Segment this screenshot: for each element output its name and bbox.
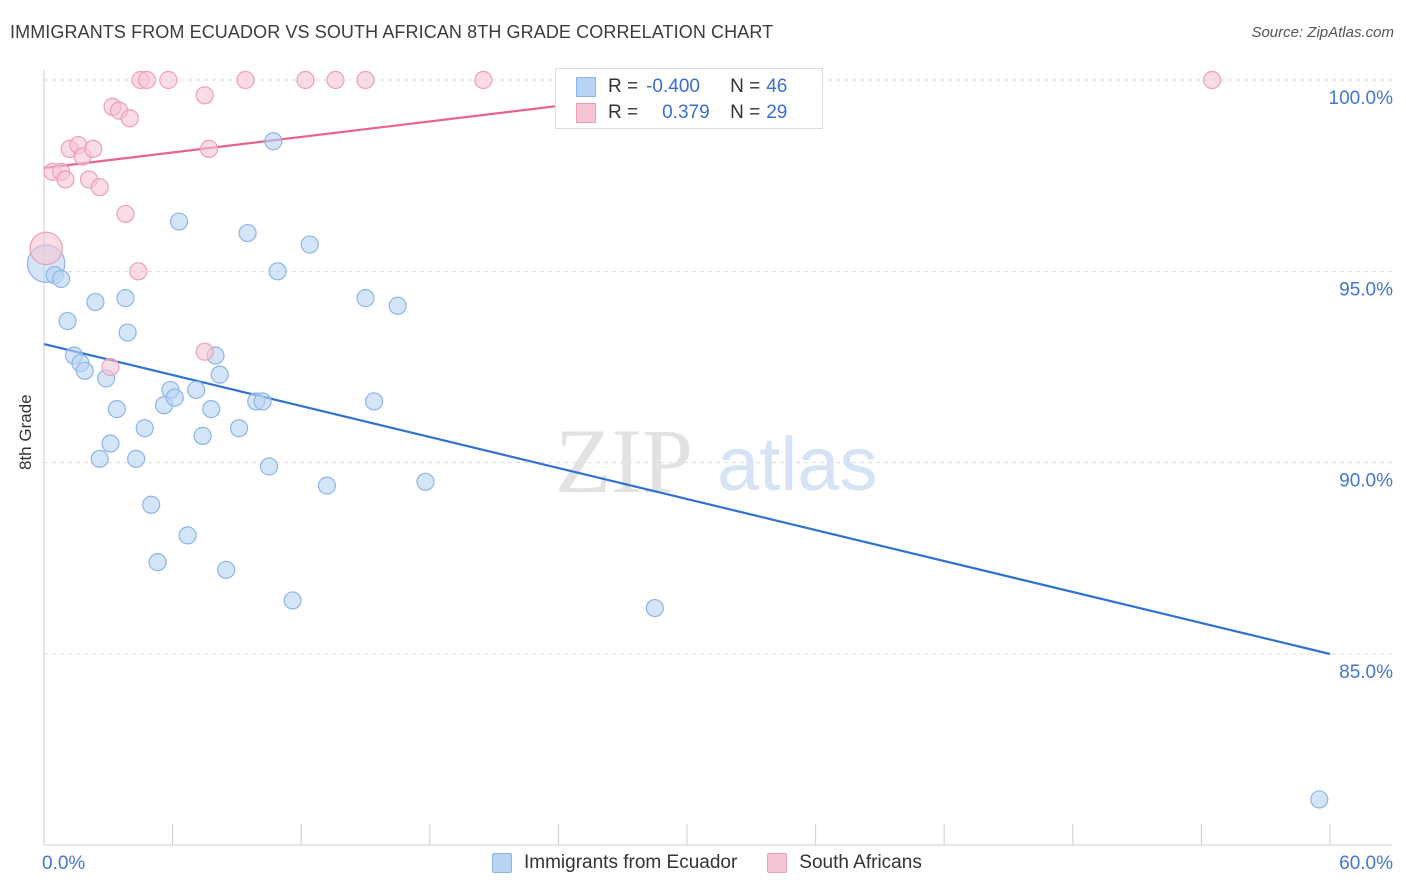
point-south-africans <box>195 342 214 361</box>
y-tick-label: 90.0% <box>1339 471 1393 492</box>
point-south-africans <box>159 70 178 90</box>
point-ecuador <box>283 591 302 610</box>
r-value: -0.400 <box>646 76 700 97</box>
point-ecuador <box>202 399 221 419</box>
ecuador-swatch <box>576 77 596 97</box>
point-ecuador <box>229 419 249 438</box>
point-south-africans <box>296 70 315 90</box>
legend-label-south-africans: South Africans <box>799 852 922 873</box>
axes <box>43 70 1392 846</box>
y-tick-label: 100.0% <box>1329 88 1394 109</box>
stats-legend: R = -0.400 N = 46 R = 0.379 N = 29 <box>555 68 823 129</box>
bottom-legend: Immigrants from Ecuador South Africans <box>492 852 952 874</box>
point-ecuador <box>101 434 120 453</box>
n-value: 29 <box>766 102 788 123</box>
point-south-africans <box>116 204 135 224</box>
watermark-atlas: atlas <box>717 422 878 507</box>
y-axis-label: 8th Grade <box>16 394 35 470</box>
point-ecuador <box>253 392 272 411</box>
point-ecuador <box>52 269 71 289</box>
point-south-africans <box>195 86 214 105</box>
point-south-africans <box>101 357 120 377</box>
point-ecuador <box>90 449 109 468</box>
point-ecuador <box>178 526 197 545</box>
point-ecuador <box>118 323 137 342</box>
legend-swatch-south-africans <box>767 853 788 873</box>
point-ecuador <box>264 132 283 151</box>
point-ecuador <box>86 292 105 312</box>
point-ecuador <box>210 365 229 384</box>
stats-row-south-africans: R = 0.379 N = 29 <box>576 101 787 125</box>
point-south-africans <box>84 139 103 158</box>
point-south-africans <box>29 231 63 266</box>
watermark-zip: ZIP <box>555 410 693 512</box>
point-south-africans <box>474 70 493 90</box>
y-tick-label: 85.0% <box>1339 662 1393 683</box>
point-south-africans <box>120 109 139 128</box>
chart-title: IMMIGRANTS FROM ECUADOR VS SOUTH AFRICAN… <box>10 22 774 42</box>
point-ecuador <box>127 449 146 468</box>
point-south-africans <box>236 70 255 90</box>
point-ecuador <box>217 560 236 579</box>
point-ecuador <box>238 223 257 243</box>
point-south-africans <box>129 262 148 281</box>
point-ecuador <box>317 476 337 495</box>
point-ecuador <box>364 392 384 411</box>
point-ecuador <box>58 311 77 331</box>
watermark: ZIP atlas <box>555 410 878 512</box>
trend-line-ecuador <box>43 342 1331 656</box>
n-label: N = <box>730 76 761 97</box>
point-ecuador <box>148 553 167 572</box>
point-ecuador <box>1310 790 1329 809</box>
point-south-africans <box>1203 70 1222 90</box>
legend-item-ecuador[interactable]: Immigrants from Ecuador <box>492 852 737 874</box>
point-ecuador <box>416 472 435 491</box>
r-label: R = <box>608 102 639 123</box>
point-ecuador <box>645 598 664 618</box>
point-ecuador <box>169 212 189 231</box>
source-label: Source: ZipAtlas.com <box>1251 24 1394 41</box>
legend-label-ecuador: Immigrants from Ecuador <box>524 852 738 873</box>
gridlines <box>44 79 1392 655</box>
x-tick-label-left: 0.0% <box>42 853 85 874</box>
point-ecuador <box>259 457 279 476</box>
point-ecuador <box>165 388 184 407</box>
point-ecuador <box>388 296 407 315</box>
point-ecuador <box>356 289 375 308</box>
point-ecuador <box>75 361 94 380</box>
point-ecuador <box>268 262 287 281</box>
tick-labels: 100.0% 95.0% 90.0% 85.0% 0.0% 60.0% <box>42 88 1393 874</box>
point-ecuador <box>135 419 154 438</box>
point-south-africans <box>90 178 109 197</box>
point-south-africans <box>326 70 345 90</box>
r-label: R = <box>608 76 639 97</box>
south-africans-swatch <box>576 103 596 123</box>
point-ecuador <box>193 426 212 445</box>
legend-item-south-africans[interactable]: South Africans <box>767 852 922 874</box>
legend-swatch-ecuador <box>492 853 512 873</box>
r-value: 0.379 <box>662 102 710 123</box>
point-ecuador <box>300 235 319 254</box>
trend-lines <box>43 78 1331 656</box>
point-south-africans <box>137 70 156 90</box>
point-ecuador <box>107 399 126 419</box>
data-points <box>26 70 1329 809</box>
x-tick-label-right: 60.0% <box>1339 853 1393 874</box>
point-ecuador <box>187 380 206 400</box>
y-tick-label: 95.0% <box>1339 279 1393 300</box>
point-south-africans <box>199 139 219 158</box>
n-value: 46 <box>766 76 788 97</box>
point-ecuador <box>116 289 135 308</box>
n-label: N = <box>730 102 761 123</box>
stats-row-ecuador: R = -0.400 N = 46 <box>576 75 787 99</box>
point-south-africans <box>356 70 375 90</box>
point-ecuador <box>142 495 161 514</box>
point-south-africans <box>56 170 75 189</box>
